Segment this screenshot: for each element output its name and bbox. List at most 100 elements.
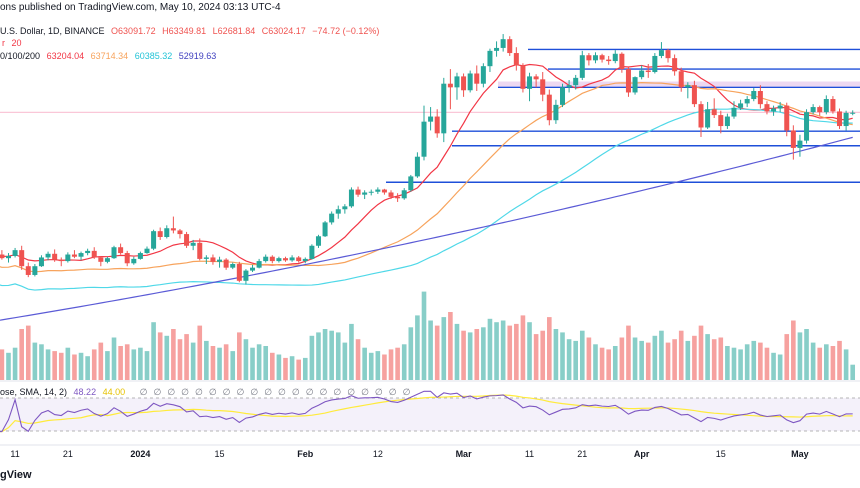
volume-bar (375, 351, 381, 380)
volume-bar (78, 352, 84, 380)
candle-body (184, 234, 190, 246)
volume-bar (507, 325, 513, 380)
x-tick-label: 11 (525, 449, 534, 459)
volume-bar (804, 329, 809, 380)
rsi-label: ose, SMA, 14, 2) (0, 387, 68, 397)
candle-body (507, 39, 513, 54)
candle-body (19, 250, 25, 267)
volume-bar (520, 315, 526, 380)
volume-bar (481, 327, 486, 380)
candle-body (210, 257, 216, 262)
ma200-value: 60385.32 (134, 51, 173, 61)
candle-body (131, 258, 137, 264)
volume-bar (428, 320, 433, 380)
volume-bar (731, 347, 737, 380)
candle-body (362, 192, 368, 195)
candle-body (52, 253, 58, 260)
volume-bar (164, 335, 170, 380)
x-tick-label: 2024 (130, 449, 150, 459)
candle-body (494, 47, 500, 51)
volume-bar (12, 347, 18, 380)
volume-bar (322, 329, 328, 380)
candle-body (500, 39, 506, 48)
candle-body (157, 231, 163, 237)
candle-body (843, 112, 849, 127)
candle-body (790, 130, 796, 148)
candle-body (203, 257, 209, 259)
candle-body (850, 112, 856, 114)
volume-bar (514, 323, 519, 380)
volume-bar (250, 347, 255, 380)
volume-bar (269, 352, 275, 380)
candle-body (705, 109, 711, 128)
volume-bar (177, 339, 183, 380)
candle-body (414, 156, 420, 177)
candle-body (177, 230, 183, 235)
candle-body (757, 91, 763, 105)
volume-bar (421, 291, 427, 380)
volume-bar (619, 337, 625, 380)
candle-body (65, 254, 71, 262)
volume-bar (547, 317, 552, 380)
rsi-ma-value: 44.00 (102, 387, 126, 397)
ma-label: 0/100/200 (0, 51, 41, 61)
candle-body (263, 256, 269, 262)
volume-bar (705, 334, 710, 380)
candle-body (612, 53, 618, 62)
ma50-value: 63204.04 (46, 51, 85, 61)
candle-body (527, 76, 533, 89)
candle-body (441, 83, 447, 134)
volume-bar (25, 325, 31, 380)
volume-bar (758, 342, 763, 380)
volume-bar (289, 356, 295, 380)
candle-body (625, 69, 631, 93)
volume-bar (461, 330, 466, 380)
volume-bar (118, 346, 123, 380)
candle-body (25, 266, 31, 275)
volume-bar (500, 320, 506, 380)
candle-body (401, 190, 407, 199)
volume-bar (276, 354, 282, 380)
volume-bar (718, 337, 724, 380)
candle-body (797, 140, 803, 148)
candle-body (45, 253, 51, 258)
volume-bar (243, 339, 249, 380)
candle-body (566, 85, 572, 88)
candle-body (764, 104, 770, 112)
volume-bar (527, 322, 532, 380)
volume-bar (573, 340, 579, 380)
candle-body (652, 55, 658, 73)
volume-bar (296, 359, 301, 380)
volume-bar (599, 347, 605, 380)
volume-bar (302, 357, 308, 380)
volume-bar (441, 317, 447, 380)
open-value: O63091.72 (111, 26, 156, 36)
volume-bar (843, 349, 849, 380)
volume-bar (382, 354, 387, 380)
candle-body (12, 250, 18, 256)
volume-bar (791, 320, 796, 380)
candle-body (592, 55, 598, 61)
volume-bar (698, 325, 704, 380)
volume-bar (645, 342, 651, 380)
volume-bar (415, 315, 420, 380)
volume-bar (751, 340, 757, 380)
volume-bar (685, 340, 691, 380)
volume-bar (223, 344, 229, 380)
candle-body (71, 254, 77, 257)
ma-row: 0/100/200 63204.04 63714.34 60385.32 529… (0, 51, 220, 61)
volume-bar (184, 334, 189, 380)
x-tick-label: 11 (10, 449, 19, 459)
rsi-na-icons: ∅∅∅∅∅∅∅∅∅∅∅∅∅∅∅∅∅∅∅∅ (139, 387, 417, 397)
volume-bar (32, 342, 38, 380)
candle-body (771, 108, 777, 112)
candle-body (645, 70, 651, 73)
volume-bar (65, 347, 71, 380)
candle-body (91, 250, 97, 258)
candle-body (329, 213, 335, 223)
candle-body (388, 192, 394, 197)
volume-bar (256, 344, 262, 380)
volume-bar (72, 354, 77, 380)
candle-body (38, 257, 44, 267)
